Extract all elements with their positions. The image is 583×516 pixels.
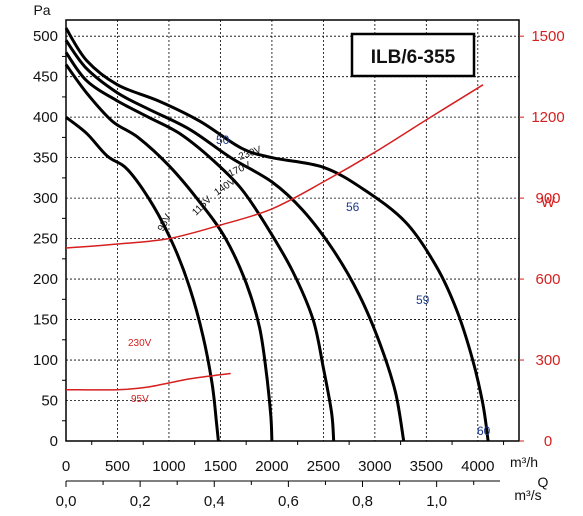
- y-tick-label: 0: [50, 433, 58, 450]
- y-tick-label: 100: [33, 352, 58, 369]
- power-curve-230V: [65, 84, 484, 249]
- plot-frame: [65, 19, 520, 442]
- noise-label-50: 50: [216, 133, 230, 147]
- x-tick-label: 2000: [255, 458, 288, 475]
- x-tick-label: 2500: [307, 458, 340, 475]
- y-tick-label: 450: [33, 69, 58, 86]
- x-tick-label: 0: [62, 458, 70, 475]
- x2-tick-label: 1,0: [426, 493, 447, 510]
- x-tick-label: 3000: [358, 458, 391, 475]
- x2-axis-unit: m³/s: [514, 487, 541, 503]
- y2-tick-label: 1500: [531, 28, 564, 45]
- title-frame: [350, 32, 476, 78]
- x2-tick-label: 0,6: [278, 493, 299, 510]
- noise-label-59: 59: [416, 293, 430, 307]
- pressure-curve-230V: [64, 27, 490, 442]
- power-curve-95V: [65, 372, 231, 391]
- x-tick-label: 1000: [152, 458, 185, 475]
- power-label-230V: 230V: [128, 338, 152, 349]
- x-tick-label: 4000: [461, 458, 494, 475]
- y2-tick-label: 300: [535, 352, 560, 369]
- series-lines: [64, 27, 490, 442]
- x-axis-unit: m³/h: [510, 454, 538, 470]
- y2-tick-label: 900: [535, 190, 560, 207]
- noise-label-60: 60: [477, 424, 491, 438]
- pressure-curve-95V: [65, 116, 220, 442]
- power-label-95V: 95V: [131, 394, 149, 405]
- y-tick-label: 200: [33, 271, 58, 288]
- x2-tick-label: 0,4: [204, 493, 225, 510]
- y-tick-label: 350: [33, 150, 58, 167]
- pressure-curve-170V: [64, 39, 406, 442]
- x2-tick-label: 0,2: [130, 493, 151, 510]
- y-tick-label: 300: [33, 190, 58, 207]
- y2-tick-label: 1200: [531, 109, 564, 126]
- pressure-curve-140V: [64, 51, 336, 442]
- x2-tick-label: 0,8: [352, 493, 373, 510]
- x2-axis-label: Q: [538, 474, 549, 490]
- pressure-curve-115V: [64, 63, 274, 442]
- y-tick-label: 400: [33, 109, 58, 126]
- y2-tick-label: 0: [544, 433, 552, 450]
- grid: [65, 20, 519, 442]
- y-tick-label: 500: [33, 28, 58, 45]
- y-tick-label: 250: [33, 231, 58, 248]
- chart-title: ILB/6-355: [371, 47, 456, 68]
- y-tick-label: 50: [41, 393, 58, 410]
- x-tick-label: 3500: [410, 458, 443, 475]
- noise-label-56: 56: [346, 200, 360, 214]
- y2-tick-label: 600: [535, 271, 560, 288]
- x-tick-label: 500: [105, 458, 130, 475]
- y-tick-label: 150: [33, 312, 58, 329]
- y2-axis-label: W: [541, 194, 556, 211]
- title-box: ILB/6-355: [350, 32, 476, 78]
- y-axis-label: Pa: [33, 2, 50, 18]
- x-tick-label: 1500: [204, 458, 237, 475]
- x2-tick-label: 0,0: [56, 493, 77, 510]
